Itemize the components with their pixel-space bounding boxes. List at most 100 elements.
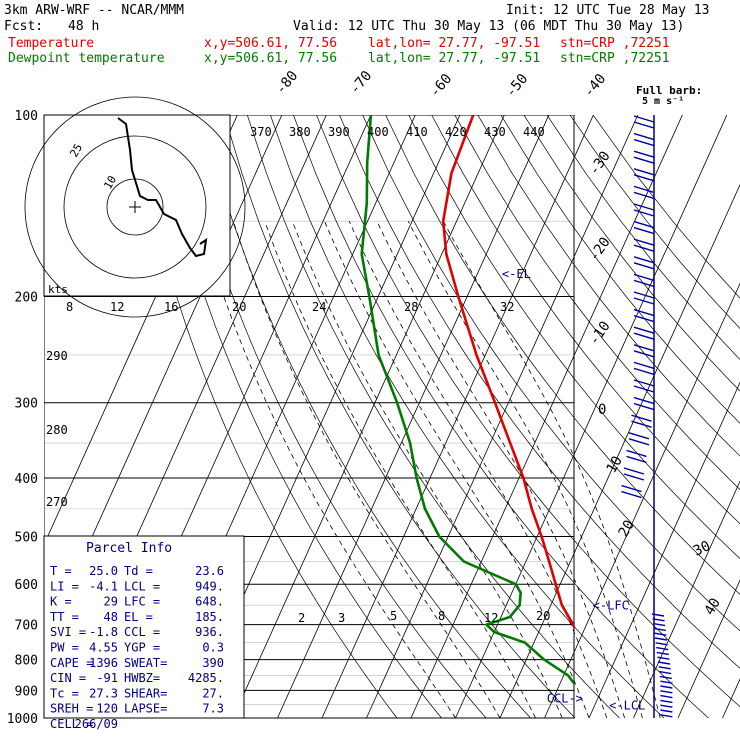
theta-e-label: 280 [46, 423, 68, 437]
pressure-tick-100: 100 [15, 109, 38, 124]
lcl-marker: <-LCL [609, 698, 645, 712]
parcel-value: 949. [195, 579, 224, 593]
parcel-value: 7.3 [202, 702, 224, 716]
mixing-ratio-top-label: 16 [164, 300, 178, 314]
isotherm [410, 115, 683, 719]
wind-barb [633, 132, 655, 147]
hodograph-units: kts [48, 283, 68, 296]
isotherm [544, 282, 740, 719]
isotherm-label: -60 [427, 71, 456, 101]
init-time: Init: 12 UTC Tue 28 May 13 [506, 3, 710, 18]
parcel-key: EL = [124, 610, 153, 624]
wind-barb [633, 203, 655, 217]
wind-barb [633, 291, 655, 305]
dry-adiabat [569, 115, 740, 330]
dry-adiabat [339, 115, 740, 669]
parcel-key: CAPE = [50, 656, 93, 670]
isotherm [455, 115, 728, 719]
hodograph-ring [63, 135, 207, 279]
isotherm-label: -40 [581, 71, 610, 101]
wind-barb [621, 484, 642, 499]
isotherm [232, 115, 505, 719]
dry-adiabat [246, 115, 620, 719]
isotherm-label: -30 [586, 148, 614, 178]
theta-e-label: 290 [46, 349, 68, 363]
wind-barb [654, 637, 668, 641]
wind-barb [659, 675, 672, 680]
mixing-ratio-label: 12 [484, 611, 498, 625]
parcel-value: 23.6 [195, 564, 224, 578]
wind-barb [660, 680, 673, 684]
theta-label: 430 [484, 125, 506, 139]
parcel-title: Parcel Info [86, 541, 172, 556]
wind-barb [660, 690, 673, 694]
wind-barb [633, 238, 655, 252]
theta-label: 370 [250, 125, 272, 139]
temp-latlon: lat,lon= 27.77, -97.51 [368, 36, 541, 51]
wind-barb [651, 613, 665, 617]
isotherm [366, 115, 639, 719]
parcel-frame [43, 535, 245, 719]
parcel-value: 185. [195, 610, 224, 624]
full-barb-value: 5 m s⁻¹ [642, 96, 684, 107]
dry-adiabat [546, 115, 740, 361]
moist-adiabat [232, 221, 501, 719]
wind-barb [660, 704, 673, 708]
hodograph-inset: 25 10 kts [24, 96, 246, 318]
full-barb-label: Full barb: [636, 84, 702, 97]
parcel-value: 29 [104, 595, 118, 609]
wind-barb [656, 651, 669, 656]
forecast-label: Fcst: [4, 19, 44, 34]
pressure-tick-700: 700 [15, 619, 38, 634]
pressure-tick-800: 800 [15, 654, 38, 669]
wind-barb [633, 396, 655, 411]
dry-adiabat [270, 115, 665, 719]
parcel-value: 48 [104, 610, 118, 624]
pressure-tick-300: 300 [15, 397, 38, 412]
isotherm-label: 20 [616, 517, 638, 540]
sounding-profiles [360, 115, 574, 686]
parcel-key: YGP = [124, 641, 160, 655]
parcel-value: 4285. [188, 671, 224, 685]
wind-barb [659, 670, 672, 675]
parcel-key: LAPSE= [124, 702, 167, 716]
hodograph-ring-label: 10 [101, 174, 119, 192]
wind-barb [660, 694, 673, 699]
parcel-key: Tc = [50, 686, 79, 700]
wind-barb [657, 661, 671, 665]
wind-barb [623, 467, 645, 481]
wind-barb [660, 714, 673, 718]
mixing-ratio-top-label: 20 [232, 300, 246, 314]
hodograph-trace [117, 117, 208, 258]
pressure-tick-900: 900 [15, 684, 38, 699]
isotherm [499, 183, 740, 719]
mixing-ratio-label: 2 [298, 611, 305, 625]
wind-barb [633, 326, 655, 340]
el-marker: <-EL [502, 267, 531, 281]
annotations: <-EL <-LFC <-LCL CCL-> [502, 267, 645, 712]
parcel-key: SHEAR= [124, 686, 167, 700]
diagram-grid [44, 115, 740, 719]
forecast-hour: 48 h [68, 19, 100, 34]
mixing-ratio-top-label: 8 [66, 300, 73, 314]
hodograph-ring-label: 25 [67, 142, 85, 160]
dew-station: stn=CRP ,72251 [560, 51, 670, 66]
dry-adiabat [154, 115, 442, 719]
wind-barb [633, 150, 655, 164]
dew-xy: x,y=506.61, 77.56 [204, 51, 338, 66]
isotherm-label: 0 [598, 402, 606, 418]
isotherm [677, 579, 740, 719]
wind-barbs [621, 115, 673, 718]
parcel-value: -1.8 [89, 625, 118, 639]
moist-adiabat [199, 221, 456, 719]
parcel-key: SVI = [50, 625, 86, 639]
temp-xy: x,y=506.61, 77.56 [204, 36, 338, 51]
dry-adiabat [408, 115, 740, 560]
isotherm-label: 30 [691, 538, 713, 560]
parcel-value: 27. [202, 686, 224, 700]
valid-time: Valid: 12 UTC Thu 30 May 13 (06 MDT Thu … [293, 19, 685, 34]
mixing-ratio-label: 8 [438, 609, 445, 623]
dry-adiabat [293, 115, 709, 719]
parcel-value: 27.3 [89, 686, 118, 700]
temperature-line [441, 115, 574, 630]
